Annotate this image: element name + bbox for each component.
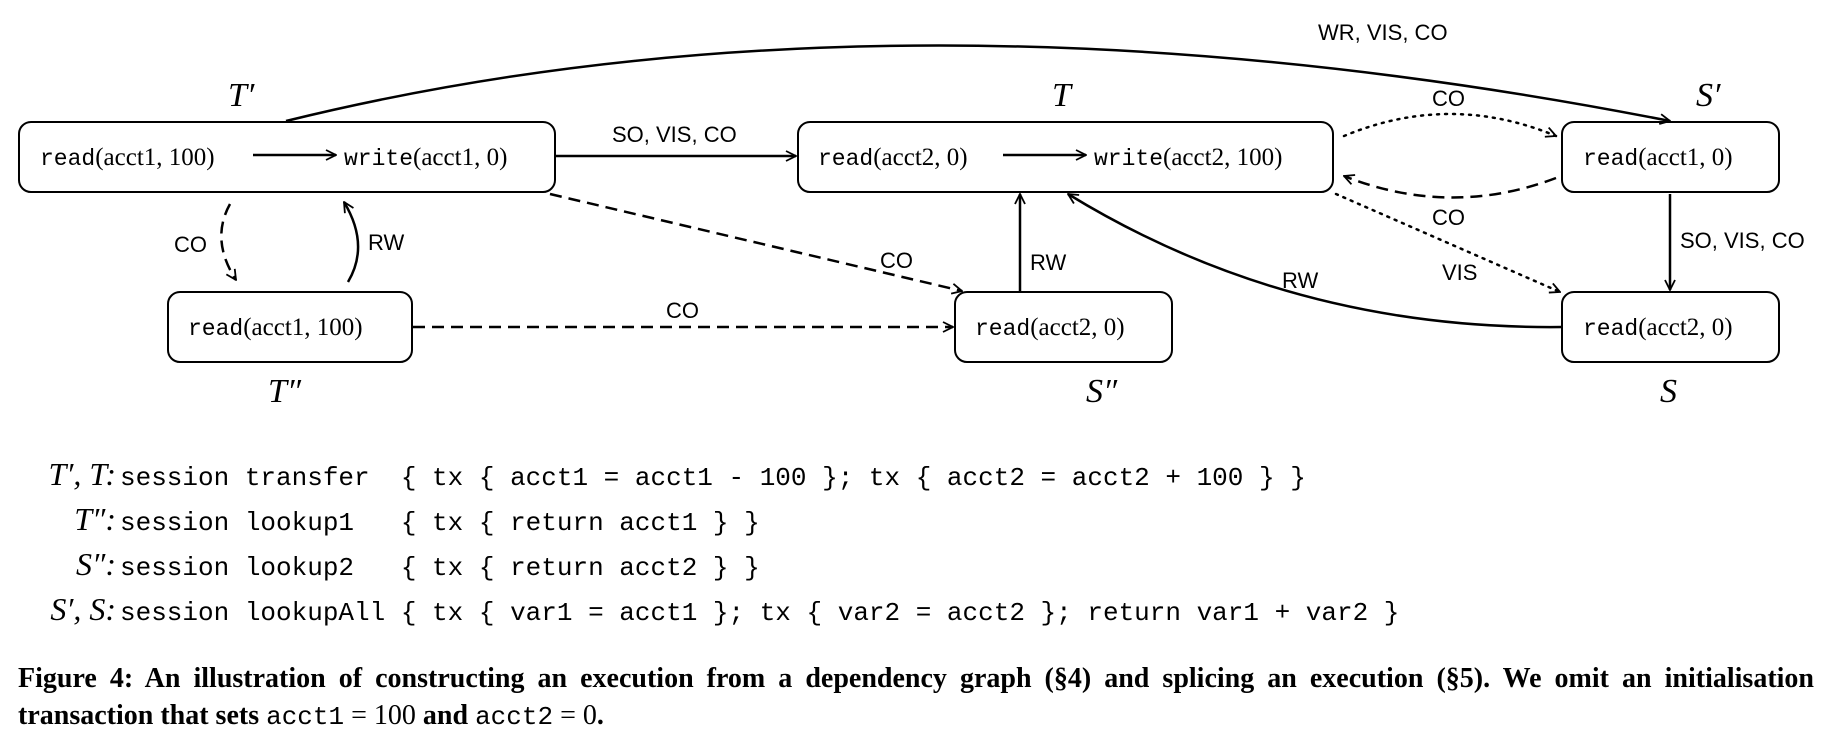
sdprime-box (954, 291, 1173, 363)
s-label: S (1660, 373, 1677, 410)
tdprime-read-op: read(acct1, 100) (188, 314, 363, 342)
caption-text: Figure 4: An illustration of constructin… (18, 663, 1814, 731)
tdprime-box (167, 291, 413, 363)
tprime-write-op: write(acct1, 0) (344, 144, 507, 172)
figure-caption: Figure 4: An illustration of constructin… (18, 660, 1814, 736)
caption-var-acct1: acct1 (266, 702, 345, 732)
sdprime-label: S″ (1086, 373, 1118, 410)
t-read-op: read(acct2, 0) (818, 144, 968, 172)
caption-end: . (596, 700, 604, 731)
code-session-names: S″: (76, 546, 116, 582)
edge-wr-vis-co (285, 44, 1670, 122)
code-line: S″: session lookup2 { tx { return acct2 … (14, 542, 1399, 587)
dependency-graph-diagram: read(acct1, 100) write(acct1, 0) read(ac… (18, 20, 1805, 410)
edge-label-vis-t-s: VIS (1442, 260, 1477, 285)
edge-label-so-vis-co-top: SO, VIS, CO (612, 122, 737, 147)
edge-label-co-tprime-tdprime: CO (174, 232, 207, 257)
tprime-label: T′ (228, 77, 255, 114)
code-session-body: session lookup1 { tx { return acct1 } } (120, 508, 760, 538)
edge-co-tprime-sdprime (549, 192, 962, 291)
tdprime-label: T″ (268, 373, 302, 410)
edge-label-co-t-sprime: CO (1432, 86, 1465, 111)
edge-co-sprime-t (1344, 176, 1557, 199)
edge-label-rw-s-t: RW (1282, 268, 1318, 293)
edge-label-so-vis-co-right: SO, VIS, CO (1680, 228, 1805, 253)
s-read-op: read(acct2, 0) (1583, 314, 1733, 342)
sprime-label: S′ (1696, 77, 1721, 114)
edge-label-co-sprime-t: CO (1432, 205, 1465, 230)
sprime-read-op: read(acct1, 0) (1583, 144, 1733, 172)
edge-co-t-sprime (1342, 112, 1556, 136)
caption-eq1: = 100 (344, 700, 416, 731)
edge-rw-s-t (1068, 192, 1563, 329)
code-session-names: T′, T: (48, 456, 116, 492)
edge-vis-t-s (1334, 192, 1560, 292)
edge-co-tprime-tdprime (220, 203, 236, 280)
caption-and: and (415, 700, 476, 731)
caption-var-acct2: acct2 (475, 702, 554, 732)
code-session-body: session lookupAll { tx { var1 = acct1 };… (120, 598, 1400, 628)
edge-label-rw-sdprime-t: RW (1030, 250, 1066, 275)
t-label: T (1052, 77, 1073, 114)
caption-eq2: = 0 (553, 700, 597, 731)
code-session-body: session lookup2 { tx { return acct2 } } (120, 553, 760, 583)
code-session-names: T″: (74, 501, 116, 537)
code-session-body: session transfer { tx { acct1 = acct1 - … (120, 463, 1306, 493)
edge-rw-tdprime-tprime (342, 202, 360, 283)
code-line: T″: session lookup1 { tx { return acct1 … (14, 497, 1399, 542)
edge-label-co-tdprime-sdprime: CO (666, 298, 699, 323)
code-line: S′, S: session lookupAll { tx { var1 = a… (14, 587, 1399, 632)
edge-label-wr-vis-co: WR, VIS, CO (1318, 20, 1448, 45)
t-box (797, 121, 1334, 193)
code-session-names: S′, S: (50, 591, 116, 627)
tprime-read-op: read(acct1, 100) (40, 144, 215, 172)
code-line: T′, T: session transfer { tx { acct1 = a… (14, 452, 1399, 497)
edge-label-co-tprime-sdprime: CO (880, 248, 913, 273)
sdprime-read-op: read(acct2, 0) (975, 314, 1125, 342)
t-write-op: write(acct2, 100) (1094, 144, 1282, 172)
edge-label-rw-tdprime-tprime: RW (368, 230, 404, 255)
session-code-listing: T′, T: session transfer { tx { acct1 = a… (14, 452, 1400, 632)
